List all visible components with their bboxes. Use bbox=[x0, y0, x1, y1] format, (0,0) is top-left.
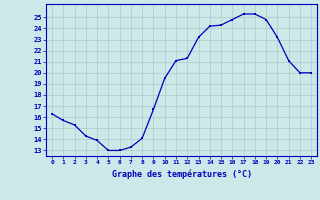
X-axis label: Graphe des températures (°C): Graphe des températures (°C) bbox=[112, 169, 252, 179]
